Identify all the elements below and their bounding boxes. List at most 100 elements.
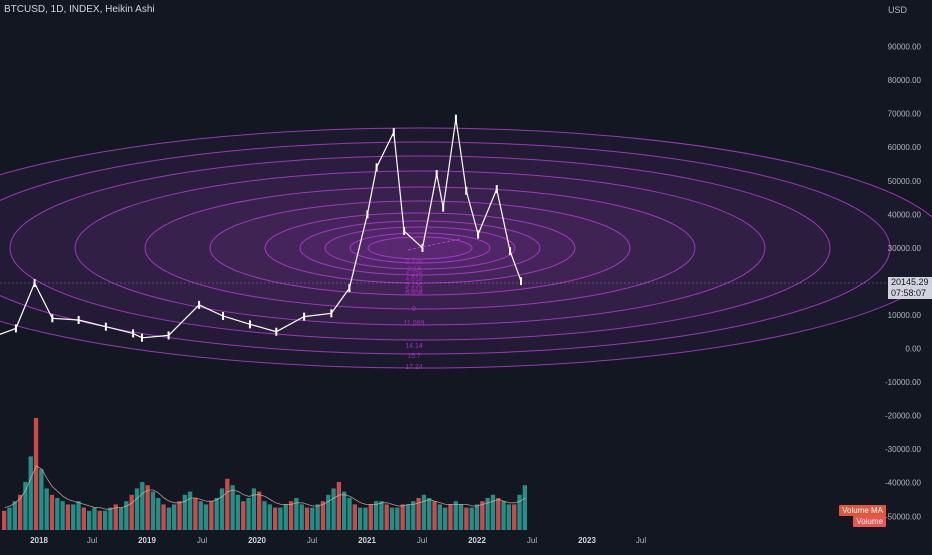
volume-bar: [76, 501, 81, 530]
candle: [77, 315, 80, 324]
volume-bar: [161, 504, 166, 530]
volume-bar: [28, 456, 33, 530]
fib-circle[interactable]: [9, 155, 831, 341]
volume-bar: [113, 504, 118, 530]
fib-level-label: 3.14: [407, 266, 421, 273]
volume-bar: [251, 488, 257, 530]
fib-circle[interactable]: [0, 127, 932, 369]
fib-circle[interactable]: [324, 226, 516, 270]
volume-bar: [368, 504, 373, 530]
volume-bar: [33, 418, 39, 530]
candle: [375, 163, 378, 172]
candle: [520, 277, 523, 286]
volume-bar: [485, 498, 490, 530]
y-tick-label: 80000.00: [888, 76, 922, 85]
candle: [104, 322, 107, 331]
volume-bar: [342, 491, 347, 530]
volume-bar: [140, 482, 145, 530]
volume-bar: [442, 507, 448, 530]
volume-bar: [506, 504, 512, 530]
volume-bar: [129, 494, 134, 530]
volume-bar: [427, 498, 432, 530]
volume-bar: [464, 507, 469, 530]
candle: [495, 185, 498, 194]
volume-legend[interactable]: Volume: [853, 516, 886, 527]
volume-bar: [411, 501, 416, 530]
volume-bar: [395, 507, 400, 530]
fib-circles[interactable]: [0, 127, 932, 369]
candle: [477, 230, 480, 239]
volume-bar: [166, 507, 172, 530]
fib-circle[interactable]: [144, 186, 696, 310]
candle: [435, 170, 438, 179]
y-tick-label: -40000.00: [885, 479, 922, 488]
x-tick-label: 2021: [358, 536, 376, 545]
fib-level-label: 5.618: [405, 287, 423, 294]
fib-level-label: 17.24: [405, 364, 423, 371]
volume-bar: [23, 482, 28, 530]
volume-bar: [421, 494, 427, 530]
fib-circle[interactable]: [299, 220, 541, 276]
fib-circle[interactable]: [74, 170, 766, 326]
volume-bar: [267, 504, 272, 530]
volume-ma-line: [4, 465, 526, 510]
volume-bar: [241, 501, 246, 530]
candle: [132, 329, 135, 338]
trend-line[interactable]: [407, 238, 461, 251]
candle: [348, 284, 351, 293]
volume-bar: [177, 501, 182, 530]
candle: [51, 314, 54, 323]
x-tick-label: 2023: [578, 536, 596, 545]
volume-bar: [474, 504, 480, 530]
volume-bar: [71, 504, 76, 530]
volume-bar: [219, 488, 225, 530]
volume-bar: [352, 504, 357, 530]
volume-bar: [12, 501, 17, 530]
fib-circle[interactable]: [367, 236, 473, 260]
fib-circle[interactable]: [209, 200, 631, 296]
volume-bar: [522, 485, 527, 530]
volume-bar: [108, 507, 113, 530]
fib-level-label: 11.089: [404, 320, 425, 327]
x-tick-label: Jul: [527, 536, 537, 545]
candle: [509, 247, 512, 256]
volume-bar: [172, 504, 177, 530]
y-tick-label: 0.00: [905, 345, 921, 354]
fib-circle[interactable]: [0, 141, 891, 355]
volume-bar: [357, 507, 363, 530]
y-tick-label: 60000.00: [888, 143, 922, 152]
volume-bar: [81, 507, 87, 530]
volume-bar: [235, 494, 241, 530]
y-tick-label: 90000.00: [888, 43, 922, 52]
x-tick-label: Jul: [307, 536, 317, 545]
volume-bar: [373, 501, 379, 530]
volume-ma-legend[interactable]: Volume MA: [839, 505, 886, 516]
x-tick-label: Jul: [417, 536, 427, 545]
candle: [465, 186, 468, 195]
y-tick-label: 50000.00: [888, 177, 922, 186]
candle: [330, 309, 333, 318]
candle: [454, 114, 457, 123]
volume-bar: [379, 501, 384, 530]
fib-level-label: 9: [412, 306, 416, 313]
countdown-badge: 07:58:07: [888, 288, 932, 299]
volume-bar: [400, 504, 405, 530]
symbol-title[interactable]: BTCUSD, 1D, INDEX, Heikin Ashi: [4, 4, 155, 15]
volume-bar: [124, 501, 129, 530]
y-tick-label: -30000.00: [885, 445, 922, 454]
y-tick-label: -10000.00: [885, 378, 922, 387]
time-axis-ticks: 2018 Jul 2019 Jul 2020 Jul 2021 Jul 2022 Jul 2023 J…: [30, 536, 646, 545]
y-tick-label: 30000.00: [888, 244, 922, 253]
volume-bar: [278, 507, 283, 530]
volume-bar: [288, 501, 294, 530]
volume-bar: [480, 501, 485, 530]
x-tick-label: 2020: [248, 536, 266, 545]
volume-bar: [145, 485, 150, 530]
volume-bars: [2, 418, 527, 530]
volume-bar: [134, 488, 140, 530]
volume-bar: [182, 494, 187, 530]
x-tick-label: Jul: [636, 536, 646, 545]
